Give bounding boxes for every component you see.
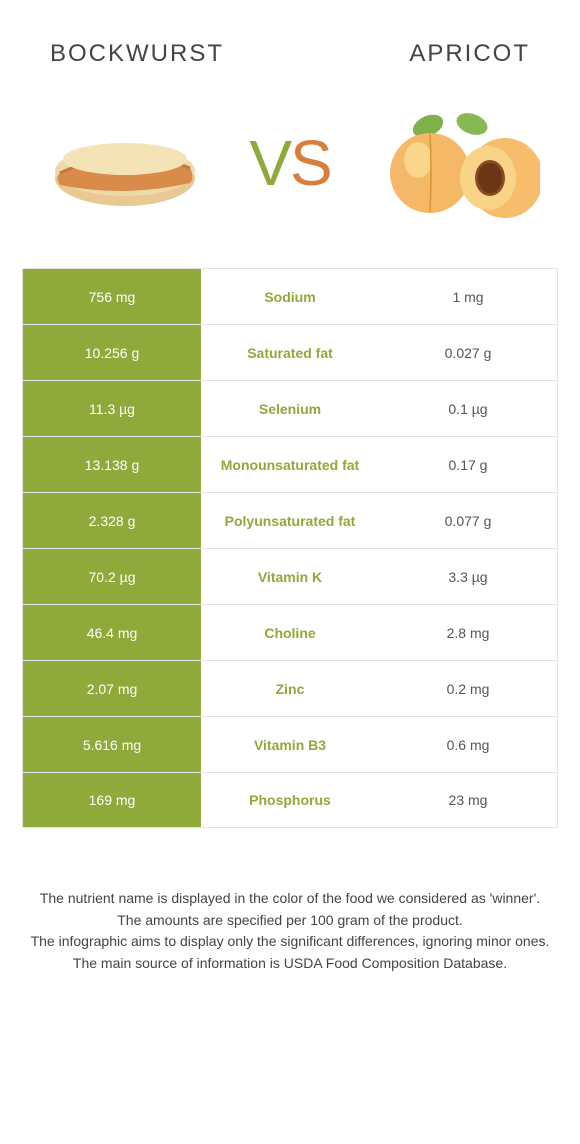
- footer-line: The main source of information is USDA F…: [30, 953, 550, 975]
- nutrient-name: Polyunsaturated fat: [201, 492, 379, 548]
- footer-line: The infographic aims to display only the…: [30, 931, 550, 953]
- nutrient-name: Monounsaturated fat: [201, 436, 379, 492]
- table-row: 10.256 gSaturated fat0.027 g: [22, 324, 558, 380]
- table-row: 13.138 gMonounsaturated fat0.17 g: [22, 436, 558, 492]
- left-value: 5.616 mg: [22, 716, 201, 772]
- table-row: 2.328 gPolyunsaturated fat0.077 g: [22, 492, 558, 548]
- right-value: 3.3 µg: [379, 548, 558, 604]
- right-value: 0.027 g: [379, 324, 558, 380]
- nutrient-name: Sodium: [201, 268, 379, 324]
- vs-label: VS: [249, 126, 330, 200]
- table-row: 46.4 mgCholine2.8 mg: [22, 604, 558, 660]
- right-value: 0.1 µg: [379, 380, 558, 436]
- footer-line: The amounts are specified per 100 gram o…: [30, 910, 550, 932]
- right-value: 0.2 mg: [379, 660, 558, 716]
- images-row: VS: [0, 88, 580, 268]
- right-value: 0.17 g: [379, 436, 558, 492]
- left-value: 70.2 µg: [22, 548, 201, 604]
- comparison-table: 756 mgSodium1 mg10.256 gSaturated fat0.0…: [22, 268, 558, 828]
- left-value: 11.3 µg: [22, 380, 201, 436]
- right-food-title: APRICOT: [409, 40, 530, 68]
- nutrient-name: Selenium: [201, 380, 379, 436]
- right-value: 23 mg: [379, 772, 558, 828]
- nutrient-name: Choline: [201, 604, 379, 660]
- vs-v: V: [249, 127, 290, 199]
- apricot-image: [370, 98, 540, 228]
- table-row: 11.3 µgSelenium0.1 µg: [22, 380, 558, 436]
- left-value: 2.328 g: [22, 492, 201, 548]
- left-food-title: BOCKWURST: [50, 40, 224, 68]
- left-value: 756 mg: [22, 268, 201, 324]
- left-value: 2.07 mg: [22, 660, 201, 716]
- nutrient-name: Vitamin B3: [201, 716, 379, 772]
- nutrient-name: Zinc: [201, 660, 379, 716]
- table-row: 756 mgSodium1 mg: [22, 268, 558, 324]
- left-value: 10.256 g: [22, 324, 201, 380]
- footer-notes: The nutrient name is displayed in the co…: [0, 828, 580, 995]
- nutrient-name: Saturated fat: [201, 324, 379, 380]
- table-row: 5.616 mgVitamin B30.6 mg: [22, 716, 558, 772]
- vs-s: S: [290, 127, 331, 199]
- footer-line: The nutrient name is displayed in the co…: [30, 888, 550, 910]
- header: BOCKWURST APRICOT: [0, 0, 580, 88]
- right-value: 0.6 mg: [379, 716, 558, 772]
- left-value: 169 mg: [22, 772, 201, 828]
- bockwurst-image: [40, 98, 210, 228]
- nutrient-name: Phosphorus: [201, 772, 379, 828]
- table-row: 70.2 µgVitamin K3.3 µg: [22, 548, 558, 604]
- right-value: 1 mg: [379, 268, 558, 324]
- table-row: 169 mgPhosphorus23 mg: [22, 772, 558, 828]
- table-row: 2.07 mgZinc0.2 mg: [22, 660, 558, 716]
- left-value: 13.138 g: [22, 436, 201, 492]
- nutrient-name: Vitamin K: [201, 548, 379, 604]
- left-value: 46.4 mg: [22, 604, 201, 660]
- right-value: 2.8 mg: [379, 604, 558, 660]
- right-value: 0.077 g: [379, 492, 558, 548]
